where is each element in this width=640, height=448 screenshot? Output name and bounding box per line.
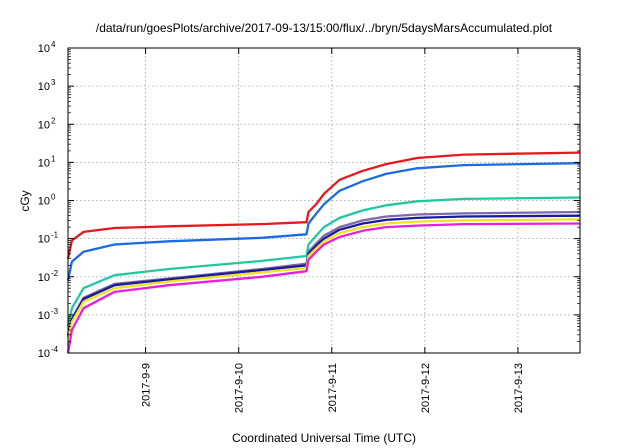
grid	[68, 48, 580, 353]
series-line-2	[66, 162, 581, 281]
y-tick-label: 10	[38, 81, 50, 93]
y-tick-label: 10	[38, 119, 50, 131]
y-tick-label: 10	[38, 348, 50, 360]
y-tick-exponent: -3	[51, 307, 59, 316]
series-line-6	[66, 218, 581, 339]
y-tick-exponent: 2	[51, 116, 56, 125]
y-tick-label: 10	[38, 234, 50, 246]
series-line-7	[66, 222, 581, 354]
y-tick-label: 10	[38, 157, 50, 169]
chart-title: /data/run/goesPlots/archive/2017-09-13/1…	[96, 21, 553, 35]
y-tick-exponent: -4	[51, 345, 59, 354]
x-tick-label: 2017-9-10	[234, 363, 246, 413]
series-line-4	[66, 210, 581, 336]
y-tick-exponent: 4	[51, 40, 56, 49]
x-axis-label: Coordinated Universal Time (UTC)	[232, 431, 416, 445]
y-tick-label: 10	[38, 272, 50, 284]
x-tick-label: 2017-9-12	[420, 363, 432, 413]
y-tick-label: 10	[38, 310, 50, 322]
x-tick-label: 2017-9-9	[141, 363, 153, 407]
y-tick-exponent: 3	[51, 78, 56, 87]
y-tick-label: 10	[38, 196, 50, 208]
y-tick-exponent: 1	[51, 154, 56, 163]
series-line-3	[66, 196, 581, 327]
x-tick-label: 2017-9-11	[327, 363, 339, 412]
y-tick-exponent: -1	[51, 231, 59, 240]
y-tick-exponent: 0	[51, 193, 56, 202]
y-tick-exponent: -2	[51, 269, 59, 278]
series-line-1	[66, 151, 581, 259]
y-tick-label: 10	[38, 43, 50, 55]
y-axis-label: cGy	[18, 190, 32, 211]
series-line-5	[66, 214, 581, 337]
series-group	[66, 151, 581, 354]
x-tick-label: 2017-9-13	[513, 363, 525, 413]
